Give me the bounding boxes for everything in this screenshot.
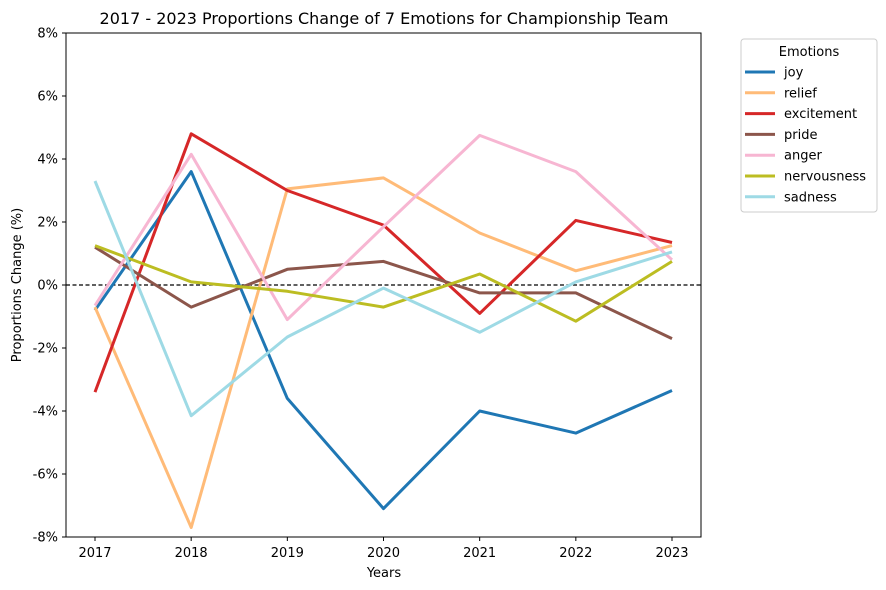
x-axis-label: Years bbox=[366, 566, 402, 581]
legend-box bbox=[740, 38, 878, 213]
y-axis-label: Proportions Change (%) bbox=[10, 208, 25, 362]
legend-item-pride[interactable]: pride bbox=[745, 128, 817, 143]
x-tick-label: 2021 bbox=[463, 546, 496, 561]
series-line-sadness bbox=[93, 180, 673, 418]
legend-label: pride bbox=[784, 128, 817, 143]
series-line-pride bbox=[94, 245, 673, 340]
legend[interactable]: Emotions joy relief excitement pride anger ne… bbox=[740, 38, 878, 213]
series-line-joy bbox=[93, 170, 673, 511]
series-line-relief bbox=[93, 176, 673, 529]
y-tick-label: 4% bbox=[37, 153, 58, 168]
y-tick-label: -2% bbox=[33, 342, 58, 357]
y-tick-label: 0% bbox=[37, 279, 58, 294]
legend-label: nervousness bbox=[784, 170, 866, 185]
x-tick-label: 2017 bbox=[78, 546, 111, 561]
legend-item-joy[interactable]: joy bbox=[745, 66, 804, 81]
x-tick-label: 2018 bbox=[175, 546, 208, 561]
plot-area: -8% -6% -4% -2% 0% 2% 4% 6% 8% 2017 2018 2019 2020 20… bbox=[33, 27, 702, 561]
series-line-anger bbox=[93, 133, 674, 322]
x-tick-label: 2019 bbox=[271, 546, 304, 561]
legend-title: Emotions bbox=[779, 45, 840, 60]
legend-label: sadness bbox=[784, 190, 837, 205]
y-tick-label: 2% bbox=[37, 216, 58, 231]
legend-label: joy bbox=[783, 66, 804, 81]
legend-item-relief[interactable]: relief bbox=[745, 86, 817, 101]
legend-label: relief bbox=[784, 86, 817, 101]
chart-title: 2017 - 2023 Proportions Change of 7 Emot… bbox=[100, 9, 669, 28]
y-tick-label: -6% bbox=[33, 468, 58, 483]
x-tick-label: 2020 bbox=[367, 546, 400, 561]
x-tick-label: 2023 bbox=[655, 546, 688, 561]
y-tick-label: 6% bbox=[37, 90, 58, 105]
legend-item-nervousness[interactable]: nervousness bbox=[745, 170, 866, 185]
plot-frame bbox=[65, 32, 702, 538]
x-tick-label: 2022 bbox=[559, 546, 592, 561]
series-line-nervousness bbox=[94, 244, 673, 323]
legend-label: anger bbox=[784, 149, 822, 164]
legend-item-sadness[interactable]: sadness bbox=[745, 190, 837, 205]
y-tick-label: 8% bbox=[37, 27, 58, 42]
legend-item-anger[interactable]: anger bbox=[745, 149, 822, 164]
legend-item-excitement[interactable]: excitement bbox=[745, 107, 857, 122]
legend-label: excitement bbox=[784, 107, 857, 122]
y-tick-label: -8% bbox=[33, 531, 58, 546]
y-tick-label: -4% bbox=[33, 405, 58, 420]
